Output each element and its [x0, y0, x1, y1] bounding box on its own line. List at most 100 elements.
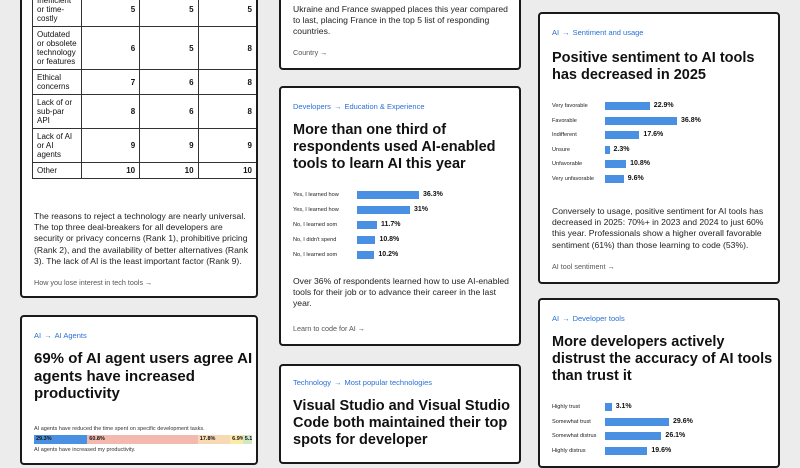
breadcrumb-link[interactable]: Most popular technologies [344, 378, 433, 387]
card-ai-agents: AI → AI Agents 69% of AI agent users agree… [20, 315, 258, 465]
bar-row: No, I didn't spend 10.8% [293, 236, 513, 246]
bar [605, 446, 648, 455]
breadcrumb-link[interactable]: Developers [293, 102, 331, 111]
bar [605, 432, 662, 440]
table-row: Ethical concerns 7 6 8 [32, 69, 256, 95]
rank-cell: 8 [80, 94, 141, 129]
rank-cell: 8 [197, 94, 256, 129]
breadcrumb: Developers → Education & Experience [293, 102, 428, 111]
card-link[interactable]: How you lose interest in tech tools → [34, 278, 153, 287]
bar-label: Somewhat trust [552, 418, 591, 425]
bar-value-label: 9.6% [627, 174, 644, 182]
row-label: Other [32, 162, 82, 179]
bar-label: Yes, I learned how [293, 192, 339, 198]
row-label: Lack of AI or AI agents [32, 128, 82, 163]
breadcrumb-link[interactable]: AI [552, 314, 560, 323]
card-trust: AI → Developer tools More developers activ… [538, 298, 780, 468]
bar-value-label: 11.7% [380, 221, 401, 228]
sentiment-bar-chart: Very favorable 22.9% Favorable 36.8% Indiffe… [552, 102, 772, 192]
bar [357, 236, 376, 244]
card-link[interactable]: Country → [293, 48, 328, 57]
card-headline: Positive sentiment to AI tools has decre… [552, 50, 755, 84]
bar-row: Somewhat distrus 26.1% [552, 432, 772, 442]
bar [605, 102, 650, 110]
bar-value-label: 31% [413, 206, 428, 213]
table-row: Outdated or obsolete technology or featu… [32, 26, 256, 70]
card-link[interactable]: Learn to code for AI → [293, 324, 365, 333]
stack-segment: 60.8% [87, 435, 198, 444]
bar-row: Highly distrus 19.6% [552, 446, 772, 457]
rank-cell: 6 [139, 94, 199, 129]
card-link[interactable]: AI tool sentiment → [552, 262, 615, 271]
card-headline: More than one third of respondents used … [293, 122, 496, 173]
row-label: Ethical concerns [32, 69, 82, 95]
breadcrumb: Technology → Most popular technologies [293, 378, 435, 387]
stack-segment: 29.3% [34, 435, 88, 444]
breadcrumb-separator: → [562, 28, 570, 37]
bar [357, 221, 377, 229]
bar-row: Unsure 2.3% [552, 145, 772, 156]
rank-cell: 5 [197, 0, 256, 27]
bar-row: Highly trust 3.1% [552, 403, 772, 413]
rank-cell: 9 [80, 128, 141, 163]
bar-label: Indifferent [552, 132, 577, 138]
rank-cell: 8 [197, 69, 256, 95]
bar-row: Indifferent 17.6% [552, 131, 772, 141]
bar-label: Highly distrus [552, 447, 586, 454]
bar-value-label: 29.6% [673, 417, 693, 425]
row-label: Outdated or obsolete technology or featu… [32, 26, 82, 70]
bar [357, 206, 410, 214]
learn-bar-chart: Yes, I learned how 36.3% Yes, I learned ho… [293, 191, 513, 266]
row-label: Inefficient or time-costly [32, 0, 82, 27]
table-row: Inefficient or time-costly 5 5 5 [32, 0, 256, 27]
bar-row: No, I learned som 10.2% [293, 251, 513, 261]
stacked-bar: 29.3%60.8%17.8%6.9%5.1 [34, 435, 252, 444]
bar-row: Yes, I learned how 31% [293, 206, 513, 216]
breadcrumb-link[interactable]: AI Agents [54, 331, 87, 340]
breadcrumb-link[interactable]: Education & Experience [344, 102, 425, 111]
rank-cell: 5 [139, 0, 199, 27]
card-sentiment: AI → Sentiment and usage Positive sentimen… [538, 12, 780, 284]
breadcrumb: AI → Sentiment and usage [552, 28, 646, 37]
rank-cell: 7 [80, 69, 141, 95]
stack-segment: 17.8% [197, 435, 231, 444]
breadcrumb-link[interactable]: AI [34, 331, 42, 340]
breadcrumb-separator: → [333, 378, 342, 387]
breadcrumb-separator: → [333, 102, 342, 111]
bar [357, 251, 375, 259]
card-headline: Visual Studio and Visual Studio Code bot… [293, 398, 510, 449]
bar-row: Very favorable 22.9% [552, 102, 772, 112]
bar-label: Yes, I learned how [293, 207, 339, 213]
rank-cell: 10 [80, 162, 141, 179]
bar-label: Very unfavorable [552, 175, 594, 182]
bar [605, 145, 610, 154]
bar [357, 191, 419, 199]
breadcrumb-link[interactable]: Technology [293, 378, 331, 387]
bar-label: No, I learned som [293, 252, 338, 258]
breadcrumb-separator: → [562, 314, 570, 323]
bar-value-label: 19.6% [651, 446, 672, 454]
breadcrumb-link[interactable]: Sentiment and usage [572, 28, 644, 37]
rank-cell: 5 [80, 0, 141, 27]
bar [605, 403, 612, 411]
breadcrumb-link[interactable]: Developer tools [572, 314, 625, 323]
bar-value-label: 36.8% [681, 116, 701, 124]
bar [605, 116, 677, 125]
bar-row: Very unfavorable 9.6% [552, 174, 772, 185]
rank-cell: 6 [139, 69, 199, 95]
chart-caption: AI agents have increased my productivity… [34, 447, 136, 453]
card-body: Conversely to usage, positive sentiment … [552, 206, 764, 250]
stack-segment: 6.9% [230, 435, 243, 444]
bar-row: Somewhat trust 29.6% [552, 417, 772, 428]
card-country: Ukraine and France swapped places this y… [279, 0, 521, 70]
row-label: Lack of or sub-par API [32, 94, 82, 129]
rank-cell: 8 [197, 26, 256, 70]
bar-value-label: 36.3% [423, 191, 443, 198]
table-row: Lack of or sub-par API 8 6 8 [32, 94, 256, 129]
bar-label: Highly trust [552, 404, 580, 410]
bar-label: Somewhat distrus [552, 433, 597, 439]
card-body: Ukraine and France swapped places this y… [293, 4, 508, 37]
bar-label: Unfavorable [552, 161, 583, 167]
breadcrumb-link[interactable]: AI [552, 28, 560, 37]
breadcrumb: AI → AI Agents [34, 331, 90, 340]
